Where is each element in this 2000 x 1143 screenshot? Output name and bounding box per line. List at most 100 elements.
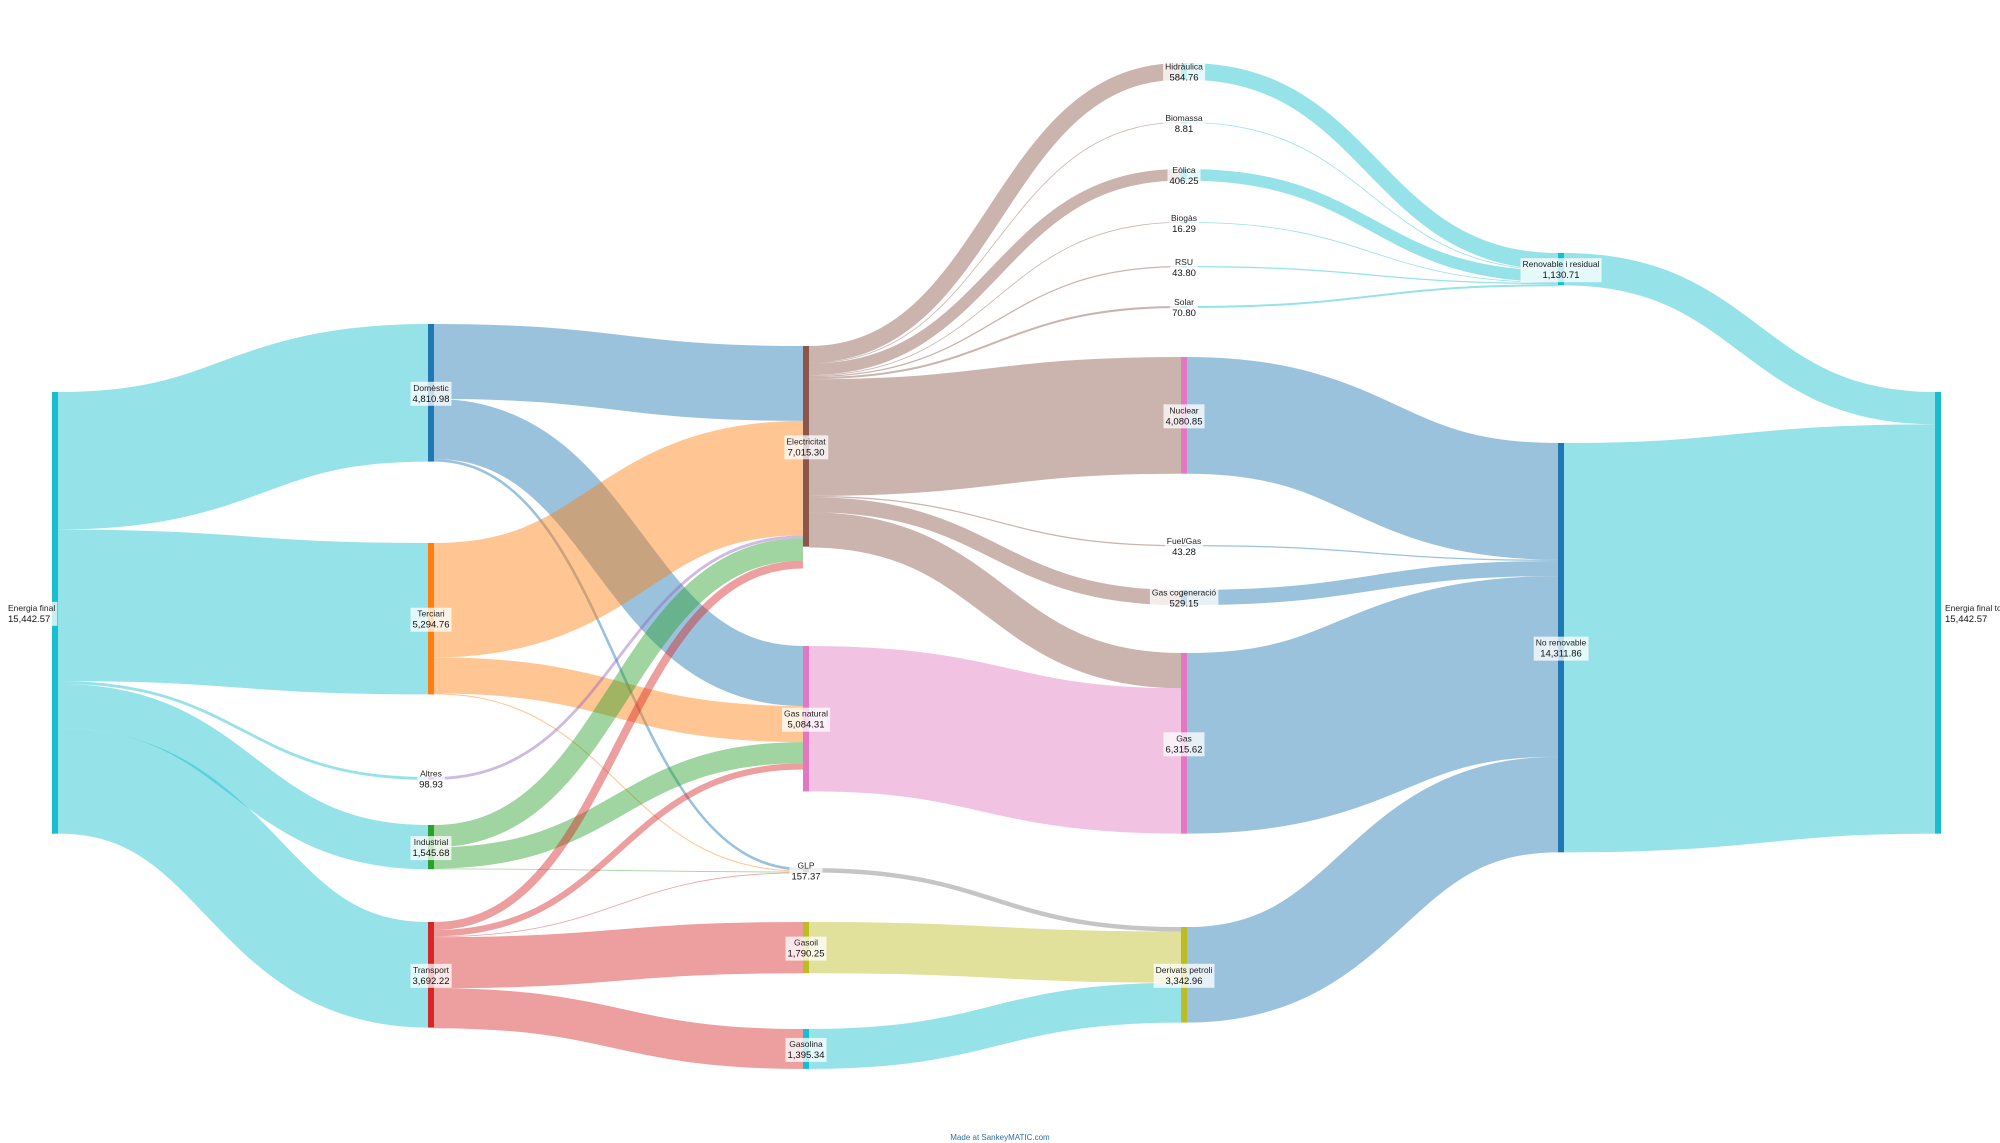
node-name: Biomassa <box>1165 113 1203 123</box>
flow-link-electricitat-to-hidraulica <box>808 63 1182 363</box>
flow-link-domestic-to-electricitat <box>433 324 804 421</box>
flow-link-energia_final-to-domestic <box>57 324 429 530</box>
node-name: RSU <box>1175 257 1193 267</box>
node-value: 15,442.57 <box>8 614 50 625</box>
flow-link-altres-to-electricitat <box>433 535 804 780</box>
node-name: Altres <box>420 768 442 778</box>
node-value: 529.15 <box>1169 599 1198 610</box>
flow-links <box>56 63 1936 1069</box>
flow-link-gas-to-no_renovable <box>1185 576 1560 834</box>
flow-link-electricitat-to-solar <box>808 305 1182 380</box>
node-value: 3,692.22 <box>413 976 450 987</box>
flow-link-gas_natural-to-gas <box>808 646 1182 834</box>
node-value: 3,342.96 <box>1166 976 1203 987</box>
flow-link-transport-to-gasoil <box>433 922 804 989</box>
node-name: Gasolina <box>789 1039 823 1049</box>
flow-link-renovable_residual-to-energia_final_total <box>1563 252 1936 425</box>
node-value: 43.80 <box>1172 268 1196 279</box>
flow-link-domestic-to-glp <box>433 458 804 871</box>
flow-link-derivats_petroli-to-no_renovable <box>1185 756 1560 1023</box>
flow-link-rsu-to-renovable_residual <box>1186 265 1559 285</box>
node-value: 1,545.68 <box>413 848 450 859</box>
flow-link-terciari-to-gas_natural <box>433 657 804 743</box>
flow-link-electricitat-to-eolica <box>808 168 1182 376</box>
node-name: Nuclear <box>1169 405 1198 415</box>
node-value: 1,130.71 <box>1543 270 1580 281</box>
node-name: Transport <box>413 965 450 975</box>
node-value: 1,790.25 <box>788 949 825 960</box>
node-value: 43.28 <box>1172 547 1196 558</box>
node-value: 6,315.62 <box>1166 744 1203 755</box>
node-value: 16.29 <box>1172 224 1196 235</box>
node-value: 15,442.57 <box>1945 614 1987 625</box>
flow-link-biogas-to-renovable_residual <box>1186 222 1559 283</box>
flow-link-terciari-to-electricitat <box>432 420 805 658</box>
node-value: 4,080.85 <box>1166 416 1203 427</box>
flow-link-industrial-to-gas_natural <box>433 742 804 869</box>
flow-link-biomassa-to-renovable_residual <box>1186 122 1559 271</box>
flow-link-industrial-to-electricitat <box>433 538 804 848</box>
flow-link-transport-to-gas_natural <box>433 763 804 937</box>
flow-link-energia_final-to-transport <box>56 728 430 1028</box>
flow-link-electricitat-to-gas <box>808 512 1182 689</box>
node-value: 406.25 <box>1169 176 1198 187</box>
node-name: GLP <box>797 860 814 870</box>
node-value: 1,395.34 <box>788 1050 825 1061</box>
node-value: 5,294.76 <box>413 620 450 631</box>
node-value: 584.76 <box>1169 72 1198 83</box>
node-name: Derivats petroli <box>1156 965 1213 975</box>
node-value: 98.93 <box>419 779 443 790</box>
node-name: Domèstic <box>413 383 449 393</box>
node-name: Biogàs <box>1171 213 1197 223</box>
node-name: Hidràulica <box>1165 61 1203 71</box>
node-name: Solar <box>1174 297 1194 307</box>
node-value: 7,015.30 <box>788 447 825 458</box>
node-name: Fuel/Gas <box>1167 536 1202 546</box>
flow-link-electricitat-to-biomassa <box>808 122 1182 364</box>
flow-link-glp-to-derivats_petroli <box>808 867 1182 932</box>
flow-link-electricitat-to-fuel_gas <box>808 495 1182 547</box>
node-name: Gas natural <box>784 709 828 719</box>
node-name: Industrial <box>414 837 449 847</box>
node-name: Terciari <box>417 609 445 619</box>
node-name: Gasoil <box>794 938 818 948</box>
sankeymatic-credit[interactable]: Made at SankeyMATIC.com <box>950 1133 1050 1142</box>
node-value: 157.37 <box>791 871 820 882</box>
flow-link-fuel_gas-to-no_renovable <box>1186 545 1559 561</box>
node-name: Electricitat <box>786 436 826 446</box>
flow-link-energia_final-to-altres <box>57 681 429 780</box>
flow-link-transport-to-electricitat <box>433 560 804 931</box>
flow-link-domestic-to-gas_natural <box>432 398 805 707</box>
flow-link-electricitat-to-biogas <box>808 222 1182 376</box>
node-value: 4,810.98 <box>413 394 450 405</box>
flow-link-energia_final-to-industrial <box>57 683 429 870</box>
node-value: 70.80 <box>1172 308 1196 319</box>
flow-link-transport-to-glp <box>433 872 804 938</box>
node-name: No renovable <box>1536 638 1587 648</box>
flow-link-energia_final-to-terciari <box>57 529 429 695</box>
node-label-energia_final_total: Energia final total15,442.57 <box>1943 601 2000 626</box>
node-name: Renovable i residual <box>1522 259 1599 269</box>
